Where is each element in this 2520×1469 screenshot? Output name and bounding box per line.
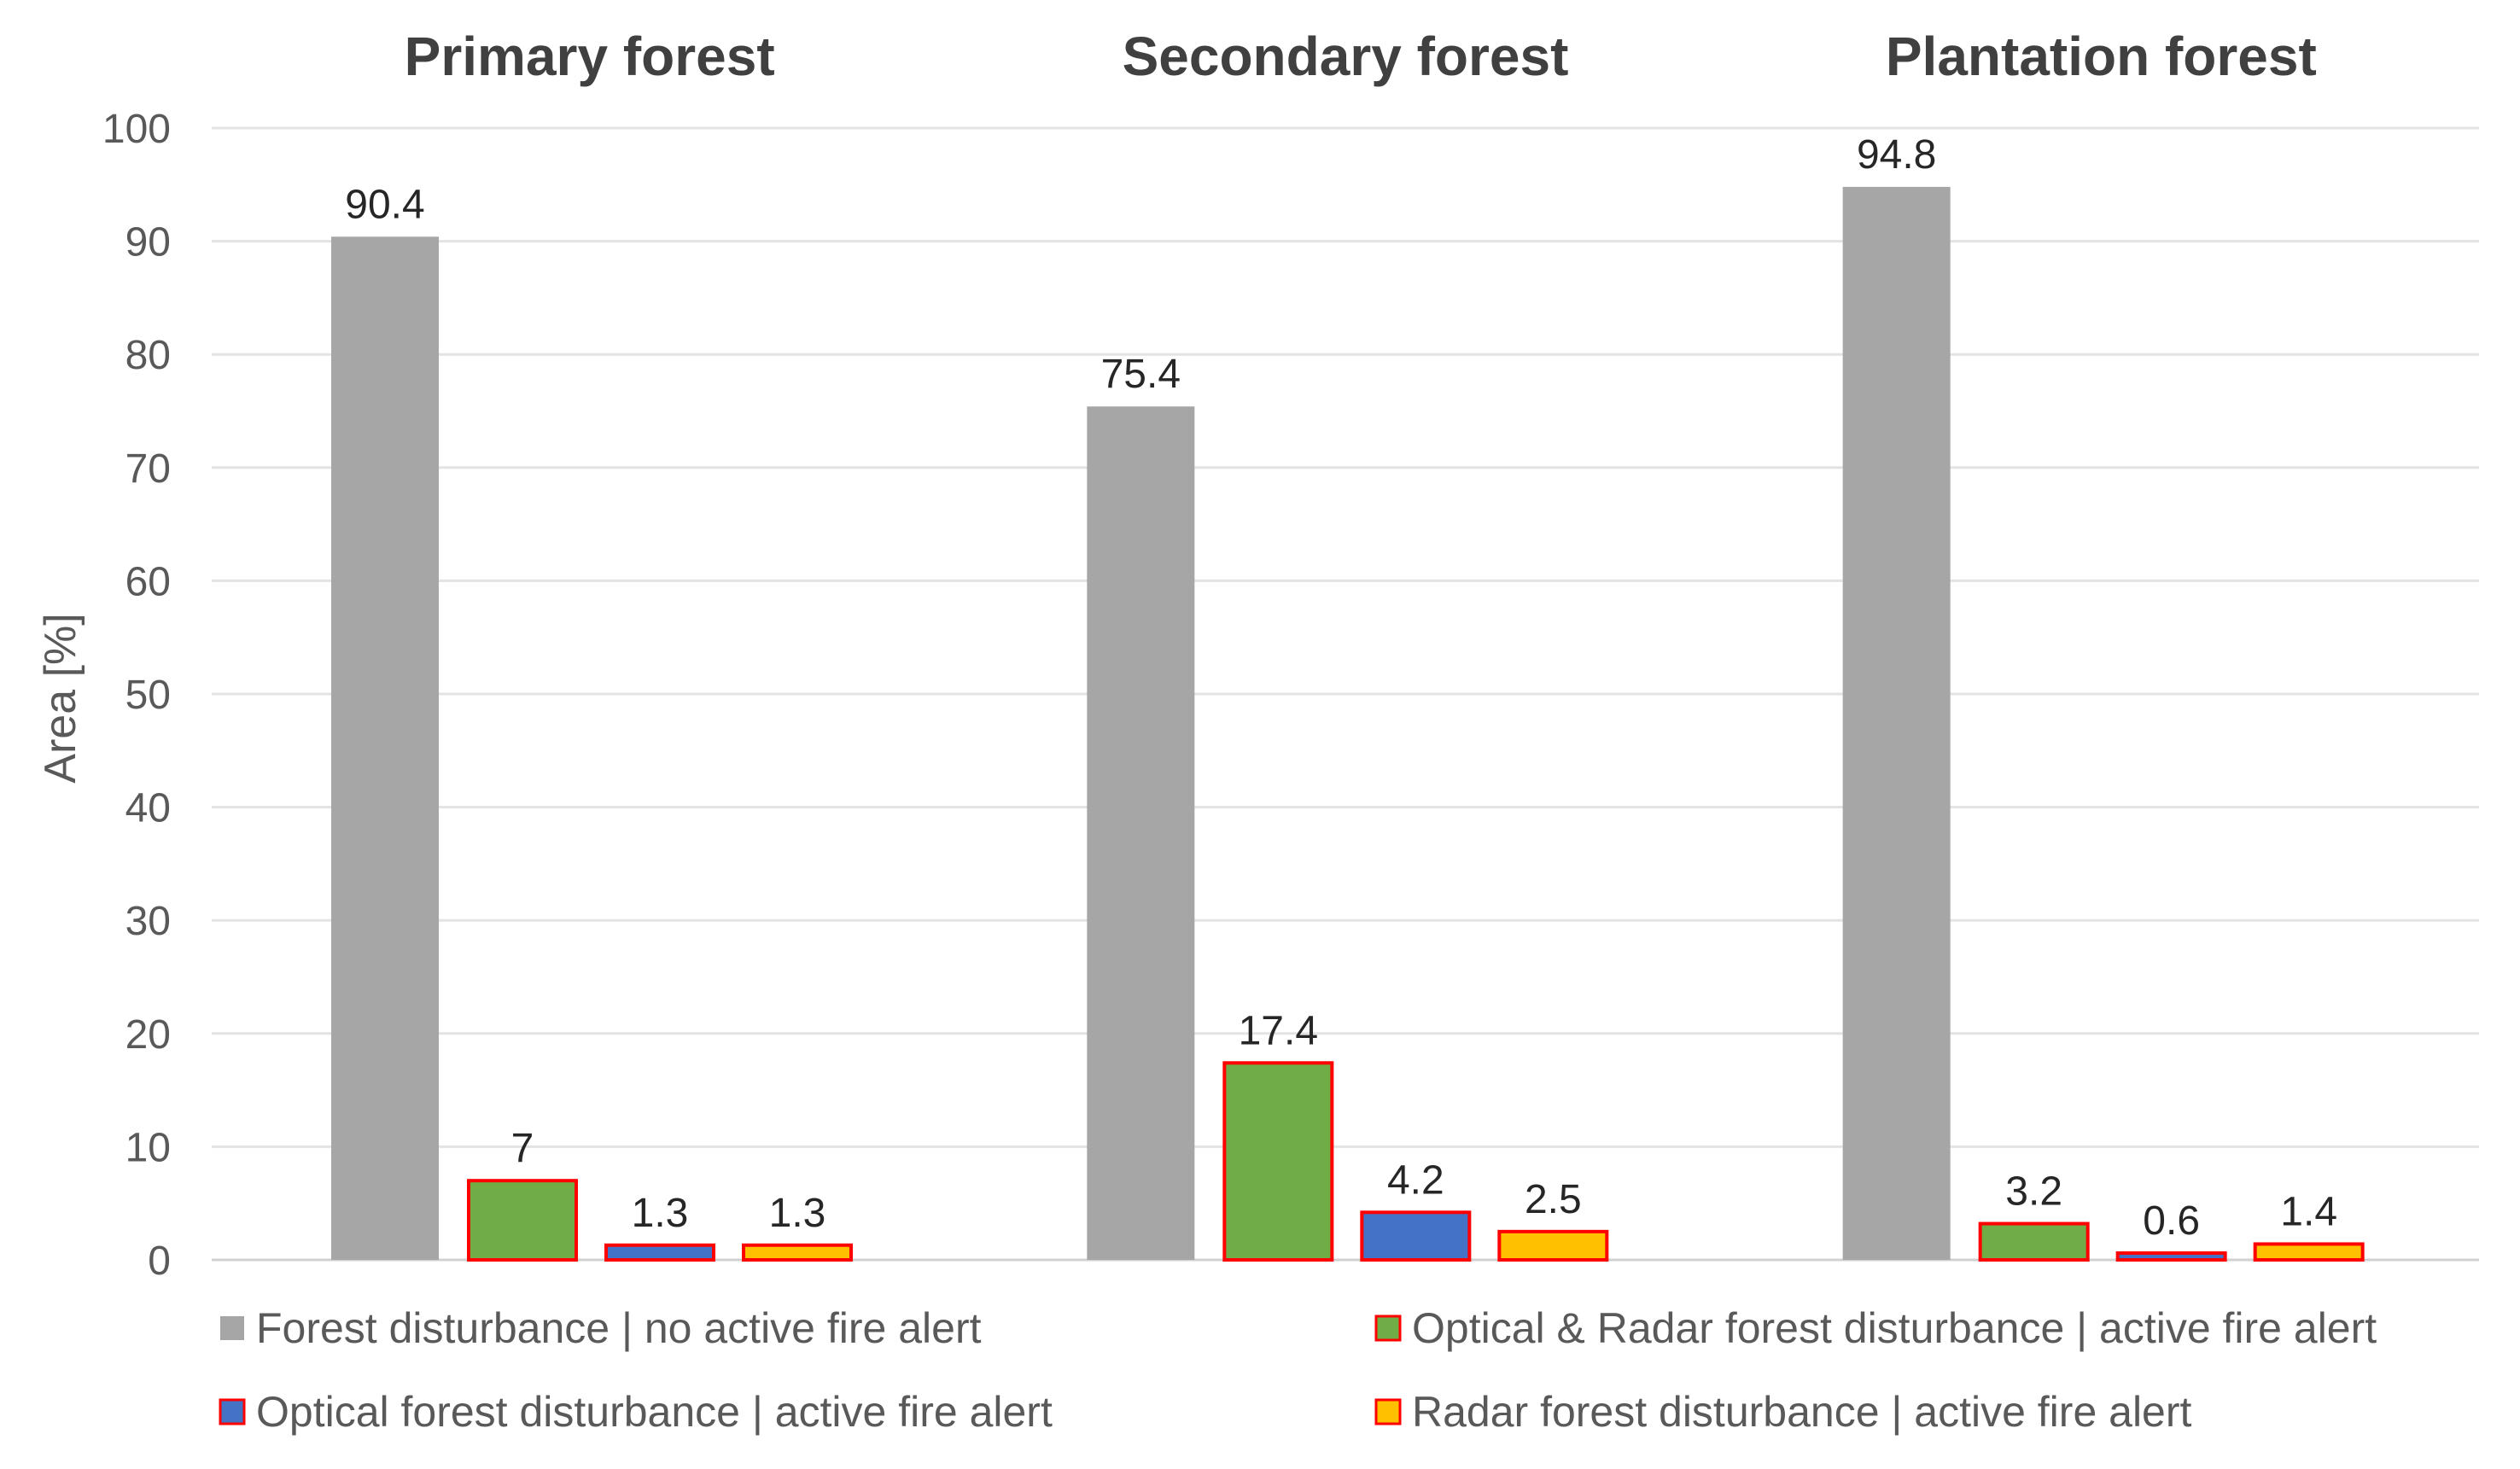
y-tick-label: 70 bbox=[125, 446, 171, 492]
bar bbox=[331, 236, 439, 1260]
legend: Forest disturbance | no active fire aler… bbox=[219, 1304, 2377, 1436]
bar-value-label: 94.8 bbox=[1857, 132, 1936, 178]
bar bbox=[1360, 1210, 1472, 1262]
y-tick-label: 60 bbox=[125, 559, 171, 604]
bar-value-label: 0.6 bbox=[2143, 1198, 2200, 1244]
y-tick-label: 10 bbox=[125, 1125, 171, 1170]
legend-label: Optical forest disturbance | active fire… bbox=[256, 1388, 1053, 1436]
panel-title: Primary forest bbox=[405, 26, 775, 87]
legend-swatch bbox=[1374, 1315, 1402, 1342]
bar bbox=[1087, 406, 1195, 1260]
legend-swatch bbox=[219, 1398, 246, 1425]
y-axis-title: Area [%] bbox=[36, 613, 85, 783]
bar-value-label: 90.4 bbox=[345, 182, 424, 227]
y-axis: Area [%] 0 10 20 30 40 50 60 70 80 90 100 bbox=[36, 107, 171, 1284]
bar-value-label: 7 bbox=[511, 1126, 534, 1171]
panel-titles: Primary forest Secondary forest Plantation… bbox=[405, 26, 2317, 87]
bar bbox=[2115, 1251, 2227, 1262]
bar-value-label: 75.4 bbox=[1101, 352, 1181, 397]
y-tick-label: 50 bbox=[125, 673, 171, 718]
bar-value-label: 1.4 bbox=[2280, 1189, 2337, 1234]
bar bbox=[2253, 1242, 2365, 1262]
bar bbox=[1222, 1061, 1334, 1262]
legend-label: Forest disturbance | no active fire aler… bbox=[256, 1304, 982, 1352]
legend-label: Radar forest disturbance | active fire a… bbox=[1412, 1388, 2192, 1436]
panel-title: Secondary forest bbox=[1123, 26, 1569, 87]
gridlines bbox=[212, 126, 2479, 1262]
panel-title: Plantation forest bbox=[1886, 26, 2317, 87]
data-labels: 90.4 7 1.3 1.3 75.4 17.4 4.2 2.5 94.8 3.2 0.6 1.4 bbox=[345, 132, 2337, 1244]
bar bbox=[742, 1243, 853, 1262]
bar-value-label: 17.4 bbox=[1239, 1008, 1318, 1053]
y-tick-label: 40 bbox=[125, 786, 171, 831]
bar-value-label: 2.5 bbox=[1525, 1177, 1582, 1222]
y-tick-label: 100 bbox=[102, 107, 171, 152]
y-tick-label: 20 bbox=[125, 1012, 171, 1058]
y-tick-label: 90 bbox=[125, 220, 171, 265]
bars bbox=[331, 186, 2365, 1262]
bar bbox=[1497, 1229, 1609, 1262]
y-tick-label: 30 bbox=[125, 899, 171, 944]
bar-value-label: 4.2 bbox=[1387, 1157, 1444, 1203]
legend-swatch bbox=[220, 1316, 244, 1340]
y-tick-label: 80 bbox=[125, 333, 171, 378]
bar bbox=[604, 1243, 715, 1262]
legend-label: Optical & Radar forest disturbance | act… bbox=[1412, 1304, 2377, 1352]
legend-swatch bbox=[1374, 1398, 1402, 1425]
bar-value-label: 1.3 bbox=[769, 1191, 826, 1236]
bar bbox=[1978, 1221, 2090, 1262]
bar bbox=[467, 1179, 578, 1262]
bar-value-label: 3.2 bbox=[2005, 1169, 2062, 1215]
bar-value-label: 1.3 bbox=[632, 1191, 689, 1236]
y-tick-label: 0 bbox=[148, 1239, 171, 1284]
bar bbox=[1842, 186, 1951, 1260]
